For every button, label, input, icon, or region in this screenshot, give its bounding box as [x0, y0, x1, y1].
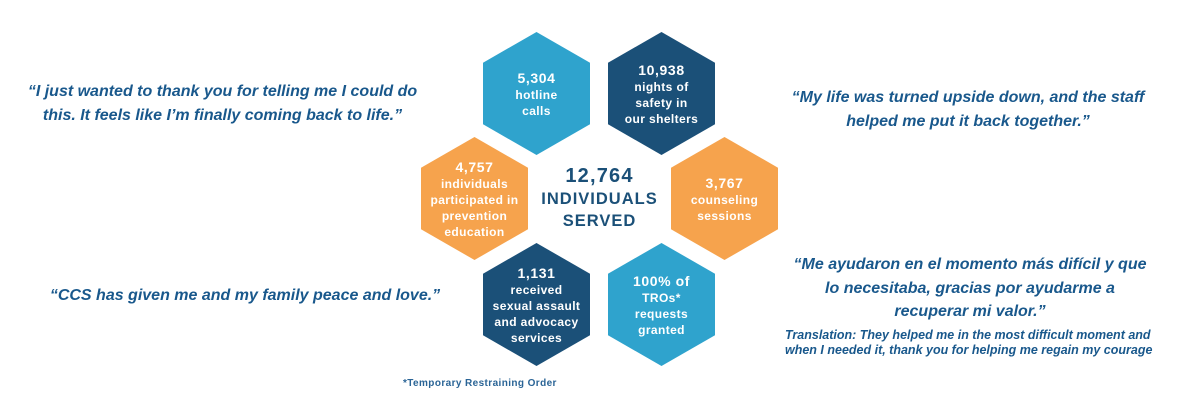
text-line: 10,938: [638, 61, 685, 78]
hex-prevention-education: 4,757 individuals participated in preventio…: [421, 137, 528, 260]
text-line: 3,767: [705, 174, 744, 191]
text-line: received: [510, 282, 563, 297]
hex-nights-of-safety: 10,938 nights of safety in our shelters: [608, 32, 715, 155]
text-line: prevention: [441, 208, 508, 223]
quote-bottom-left: “CCS has given me and my family peace an…: [30, 284, 460, 308]
quote-bottom-right-spanish: “Me ayudaron en el momento más difícil y…: [775, 253, 1165, 324]
text-line: Translation: They helped me in the most …: [785, 327, 1151, 342]
text-line: sexual assault: [492, 298, 581, 313]
text-line: counseling: [690, 192, 759, 207]
footnote-tro-definition: *Temporary Restraining Order: [403, 378, 557, 389]
text-line: services: [510, 330, 563, 345]
text-line: 100% of: [632, 272, 691, 289]
text-line: and advocacy: [494, 314, 579, 329]
text-line: TROs*: [642, 290, 681, 305]
hex-hotline-calls: 5,304 hotline calls: [483, 32, 590, 155]
quote-top-right: “My life was turned upside down, and the…: [773, 86, 1163, 133]
quote-bottom-right: “Me ayudaron en el momento más difícil y…: [775, 253, 1165, 359]
text-line: 12,764: [565, 165, 634, 187]
text-line: 1,131: [517, 264, 556, 281]
text-line: “My life was turned upside down, and the…: [791, 89, 1145, 106]
text-line: sessions: [697, 208, 752, 223]
quote-bottom-right-translation: Translation: They helped me in the most …: [775, 328, 1165, 359]
text-line: “CCS has given me and my family peace an…: [49, 287, 441, 304]
text-line: requests: [634, 306, 689, 321]
text-line: SERVED: [562, 212, 637, 230]
hex-tro-requests-granted: 100% of TROs* requests granted: [608, 243, 715, 366]
text-line: this. It feels like I’m finally coming b…: [42, 106, 403, 124]
text-line: INDIVIDUALS: [541, 190, 658, 208]
text-line: lo necesitaba, gracias por ayudarme a: [825, 279, 1115, 297]
text-line: “I just wanted to thank you for telling …: [27, 83, 418, 100]
hex-counseling-sessions: 3,767 counseling sessions: [671, 137, 778, 260]
text-line: hotline: [515, 87, 558, 102]
text-line: recuperar mi valor.”: [894, 303, 1046, 320]
text-line: nights of: [634, 79, 689, 94]
text-line: granted: [638, 322, 685, 337]
text-line: when I needed it, thank you for helping …: [785, 343, 1153, 357]
text-line: safety in: [635, 95, 688, 110]
text-line: education: [444, 224, 505, 239]
hex-sexual-assault-advocacy-services: 1,131 received sexual assault and advocacy s…: [483, 243, 590, 366]
center-total-label: 12,764 INDIVIDUALS SERVED: [528, 164, 671, 232]
text-line: helped me put it back together.”: [846, 112, 1090, 130]
text-line: 5,304: [517, 69, 556, 86]
text-line: our shelters: [624, 111, 699, 126]
quote-top-left: “I just wanted to thank you for telling …: [17, 80, 428, 127]
text-line: individuals: [440, 176, 509, 191]
text-line: “Me ayudaron en el momento más difícil y…: [793, 256, 1147, 273]
text-line: participated in: [430, 192, 519, 207]
text-line: calls: [522, 103, 551, 118]
text-line: 4,757: [455, 158, 494, 175]
